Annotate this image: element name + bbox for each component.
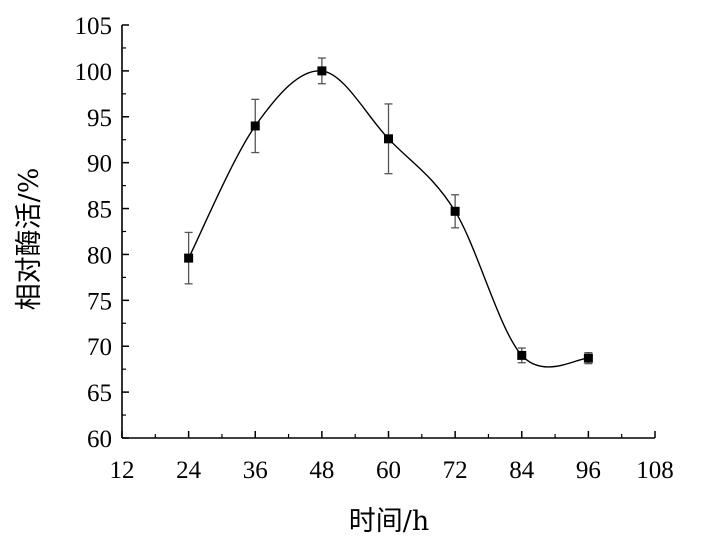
y-tick-label: 80	[87, 242, 112, 269]
x-tick-label: 24	[176, 457, 202, 484]
data-point	[250, 121, 260, 131]
data-point	[317, 66, 327, 76]
x-tick-label: 12	[110, 457, 135, 484]
x-tick-label: 60	[376, 457, 401, 484]
tick-labels: 60 65 70 75 80 85 90 95 100 105 12 24 36 48 60 72 84 96 10…	[75, 13, 674, 484]
axes	[121, 24, 656, 439]
x-tick-label: 108	[636, 457, 674, 484]
data-point	[450, 206, 460, 216]
y-tick-label: 70	[87, 334, 112, 361]
data-point	[184, 253, 194, 263]
x-tick-label: 48	[309, 457, 334, 484]
x-axis-title: 时间/h	[349, 506, 430, 537]
y-tick-label: 85	[87, 197, 112, 224]
y-tick-label: 75	[87, 288, 112, 315]
y-tick-label: 95	[87, 105, 112, 132]
y-tick-label: 60	[87, 426, 112, 453]
y-tick-label: 100	[75, 59, 113, 86]
x-tick-label: 72	[443, 457, 468, 484]
x-tick-label: 96	[576, 457, 601, 484]
y-axis-title: 相对酶活/%	[14, 168, 45, 311]
x-tick-label: 84	[509, 457, 535, 484]
data-point	[583, 353, 593, 363]
data-point	[517, 350, 527, 360]
x-tick-label: 36	[243, 457, 268, 484]
y-tick-label: 90	[87, 151, 112, 178]
data-marks	[184, 57, 593, 365]
y-tick-label: 65	[87, 380, 112, 407]
y-tick-label: 105	[75, 13, 113, 40]
data-point	[384, 134, 393, 144]
